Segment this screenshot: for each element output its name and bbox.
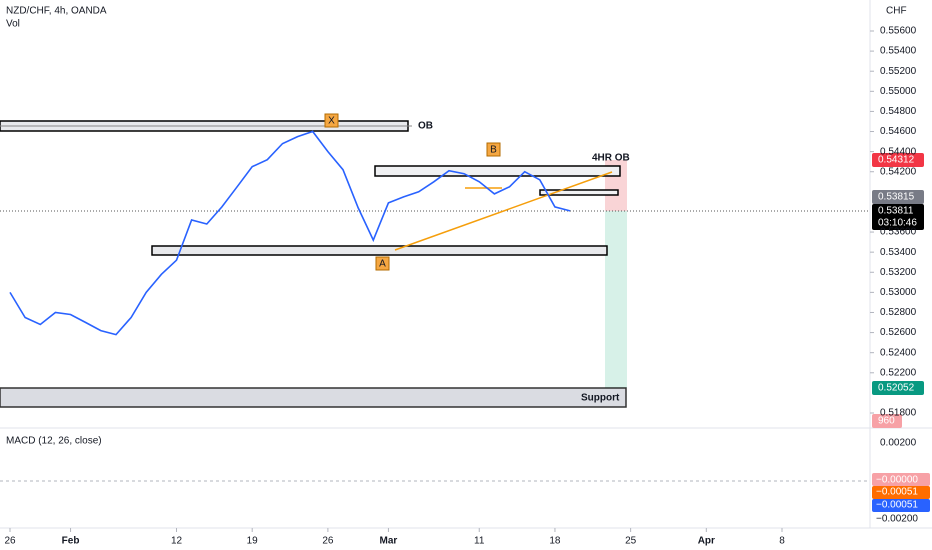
y-tick-label: 0.53600 [880,227,917,238]
last-label: 0.53811 [878,206,914,217]
y-tick-label: 0.51800 [880,408,917,419]
target-top-label: 0.54312 [878,155,915,166]
x-tick-label: 12 [171,536,183,547]
support-zone [0,387,627,408]
x-tick-label: 11 [474,536,485,547]
x-tick-label: Mar [380,536,398,547]
volume-title: Vol [6,19,20,30]
y-tick-label: 0.55400 [880,46,917,57]
y-tick-label: 0.54200 [880,166,917,177]
price-line [9,130,571,336]
target-bottom-box [872,381,924,395]
x-tick-label: 8 [779,536,785,547]
macd-line-label: −0.00051 [876,500,918,511]
prev-label: 0.53815 [878,192,915,203]
ob4h-zone [374,165,621,177]
x-tick-label: 25 [625,536,637,547]
x-tick-label: 26 [322,536,334,547]
ob-label: OB [418,121,433,132]
b-label: B [490,145,497,156]
macd-signal-box [872,486,930,499]
x-tick-label: Feb [62,536,80,547]
x-tick-label: Apr [698,536,715,547]
support-label: Support [581,393,620,404]
x-tick-label: 18 [549,536,561,547]
y-tick-label: 0.55600 [880,26,917,37]
y-tick-label: 0.55000 [880,86,917,97]
x-tick-label: 26 [4,536,16,547]
a-marker [375,256,390,271]
b-marker [486,142,501,157]
prev-box [872,190,924,204]
demand-zone [151,245,608,256]
y-tick-label: 0.52200 [880,367,917,378]
macd-title: MACD (12, 26, close) [6,436,102,447]
macd-hist-box [872,473,930,486]
x-marker [324,113,339,128]
target-top-box [872,153,924,167]
y-tick-label: 0.54600 [880,126,917,137]
x-tick-label: 19 [247,536,259,547]
y-tick-label: 0.54800 [880,106,917,117]
y-tick-label: 0.53400 [880,247,917,258]
y-tick-label: 0.52800 [880,307,917,318]
macd-line-box [872,499,930,512]
volume-box [872,414,902,428]
countdown-label: 03:10:46 [878,218,917,229]
ob4h-label: 4HR OB [592,153,630,164]
y-tick-label: 0.55200 [880,66,917,77]
macd-signal-label: −0.00051 [876,487,918,498]
reward-zone [605,211,627,388]
last-box [872,204,924,230]
macd-tick-top: 0.00200 [880,438,917,449]
y-tick-label: 0.53200 [880,267,917,278]
a-label: A [379,259,386,270]
currency-label: CHF [886,6,907,17]
minor-zone [539,189,619,196]
target-bottom-label: 0.52052 [878,383,915,394]
volume-value: 960 [878,416,895,427]
x-label: X [328,116,335,127]
macd-hist-label: −0.00000 [876,475,918,486]
macd-tick-bottom: −0.00200 [876,514,918,525]
y-tick-label: 0.52600 [880,327,917,338]
trendline [394,171,613,251]
y-tick-label: 0.53000 [880,287,917,298]
y-tick-label: 0.52400 [880,347,917,358]
y-tick-label: 0.54400 [880,146,917,157]
symbol-title: NZD/CHF, 4h, OANDA [6,6,107,17]
